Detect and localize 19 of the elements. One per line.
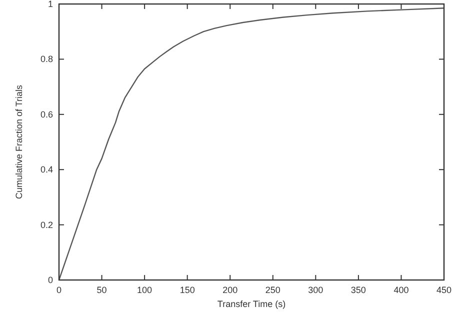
x-tick-label: 200 <box>222 285 238 295</box>
y-tick-label: 0.4 <box>40 164 53 175</box>
x-tick-label: 250 <box>265 285 280 295</box>
x-tick-label: 50 <box>96 285 107 295</box>
y-tick-label: 1 <box>48 0 53 9</box>
x-tick-label: 450 <box>436 285 452 295</box>
x-tick-label: 150 <box>180 285 195 295</box>
y-tick-label: 0.6 <box>40 109 53 120</box>
y-tick-label: 0.8 <box>40 54 53 64</box>
x-tick-label: 300 <box>308 285 324 295</box>
x-tick-label: 350 <box>350 285 366 295</box>
x-tick-label: 100 <box>137 285 152 295</box>
x-tick-label: 400 <box>394 285 409 295</box>
line-series <box>58 8 445 281</box>
x-axis-title: Transfer Time (s) <box>217 299 286 309</box>
y-tick-label: 0 <box>48 275 53 285</box>
x-tick-label: 0 <box>56 285 62 295</box>
y-tick-label: 0.2 <box>40 220 53 230</box>
y-axis-title: Cumulative Fraction of Trials <box>14 84 24 200</box>
